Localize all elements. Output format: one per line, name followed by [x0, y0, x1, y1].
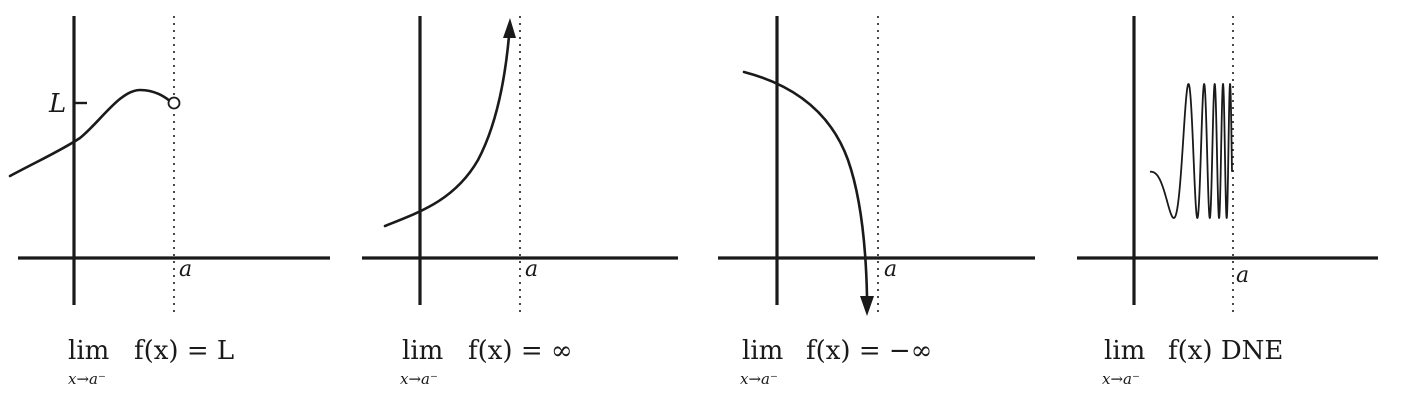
- down-arrow-icon: [860, 296, 874, 316]
- caption-limit-L: lim x→a⁻ f(x) = L: [68, 336, 234, 388]
- lim-text: lim: [68, 336, 109, 366]
- lim-subscript: x→a⁻: [400, 370, 438, 388]
- limit-expression: f(x) = −∞: [806, 336, 932, 366]
- caption-limit-dne: lim x→a⁻ f(x) DNE: [1102, 336, 1283, 388]
- function-curve: [742, 70, 869, 298]
- a-label: a: [1236, 263, 1249, 288]
- limit-expression: f(x) = L: [134, 336, 234, 366]
- panel-limit-infinity: a lim x→a⁻ f(x) = ∞: [362, 16, 678, 388]
- panel-limit-dne: a lim x→a⁻ f(x) DNE: [1077, 16, 1378, 388]
- a-label: a: [525, 257, 538, 282]
- lim-text: lim: [402, 336, 443, 366]
- limit-expression: f(x) = ∞: [468, 336, 573, 366]
- lim-subscript: x→a⁻: [68, 370, 106, 388]
- function-curve: [8, 88, 172, 178]
- caption-limit-infinity: lim x→a⁻ f(x) = ∞: [400, 336, 573, 388]
- limit-expression: f(x) DNE: [1168, 336, 1283, 366]
- lim-subscript: x→a⁻: [1102, 370, 1140, 388]
- up-arrow-icon: [503, 18, 516, 38]
- a-label: a: [179, 257, 192, 282]
- a-label: a: [884, 257, 897, 282]
- lim-subscript: x→a⁻: [740, 370, 778, 388]
- lim-text: lim: [1104, 336, 1145, 366]
- caption-limit-neg-infinity: lim x→a⁻ f(x) = −∞: [740, 336, 932, 388]
- panel-limit-neg-infinity: a lim x→a⁻ f(x) = −∞: [718, 16, 1035, 388]
- panel-limit-L: L a lim x→a⁻ f(x) = L: [8, 16, 330, 388]
- oscillating-curve: [1149, 83, 1233, 219]
- function-curve: [383, 34, 511, 228]
- open-circle: [167, 96, 181, 110]
- L-label: L: [48, 89, 66, 119]
- lim-text: lim: [742, 336, 783, 366]
